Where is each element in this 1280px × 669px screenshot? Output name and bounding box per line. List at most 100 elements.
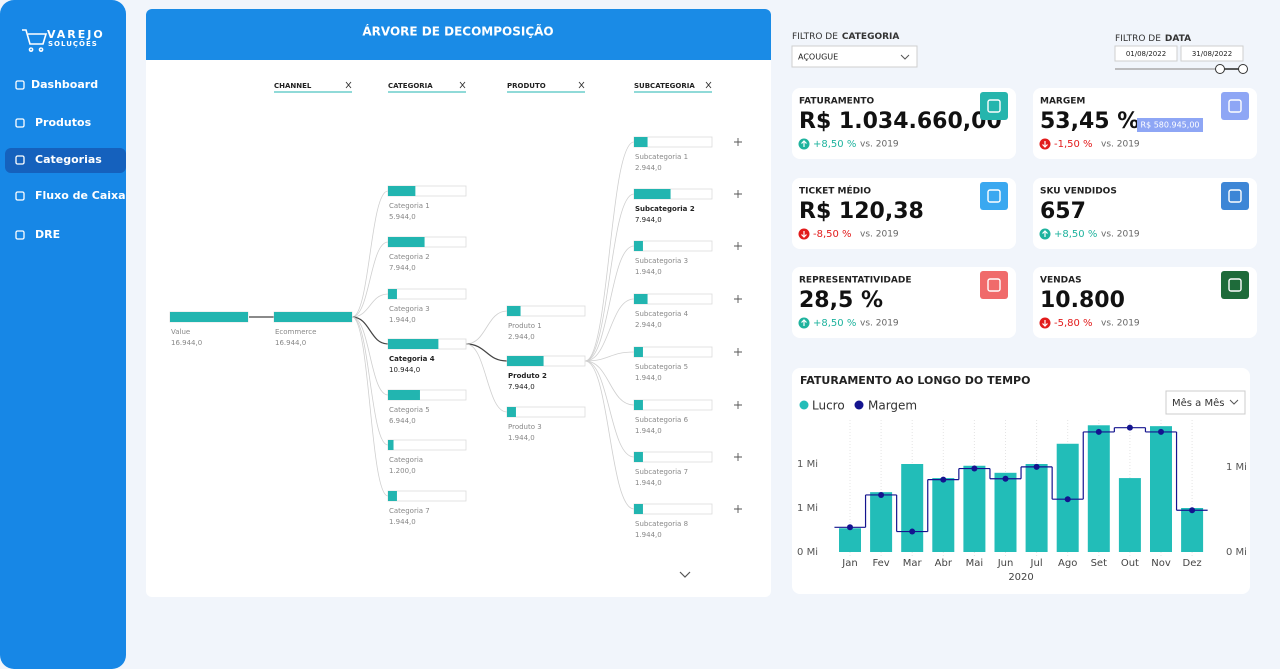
node-bar <box>170 312 248 322</box>
node-label: Categoria <box>389 456 423 464</box>
date-box[interactable] <box>1180 45 1244 62</box>
menu-link[interactable]: Produtos <box>35 116 92 129</box>
menu-link[interactable]: Dashboard <box>31 78 98 91</box>
column-close[interactable] <box>345 81 352 89</box>
node-label: Categoria 4 <box>389 355 435 363</box>
node-value: 1.944,0 <box>635 479 662 487</box>
node-value: 6.944,0 <box>389 417 416 425</box>
column-close[interactable] <box>578 81 585 89</box>
expand-plus[interactable] <box>734 348 742 356</box>
legend-label: Lucro <box>812 399 845 413</box>
date-box[interactable] <box>1114 45 1178 62</box>
x-tick-label: Out <box>1121 558 1139 569</box>
node-bar <box>274 312 352 322</box>
column-close[interactable] <box>705 81 712 89</box>
date-slider-handle[interactable] <box>1215 64 1225 74</box>
scroll-chevron[interactable] <box>679 571 691 578</box>
column-header: PRODUTO <box>507 82 546 90</box>
connector <box>351 293 389 318</box>
expand-plus[interactable] <box>734 242 742 250</box>
y2-tick-label: 1 Mi <box>1226 462 1247 473</box>
expand-plus[interactable] <box>734 138 742 146</box>
x-tick-label: Dez <box>1183 558 1202 569</box>
node-label: Subcategoria 7 <box>635 468 688 476</box>
tree-title: ÁRVORE DE DECOMPOSIÇÃO <box>362 24 553 39</box>
logo-cart <box>22 29 48 52</box>
menu-item: Produtos <box>35 116 92 129</box>
node-bar <box>388 390 420 400</box>
legend-label: Margem <box>868 399 917 413</box>
connector <box>584 360 635 510</box>
x-tick-label: Abr <box>935 558 953 569</box>
x-tick-label: Jan <box>841 558 857 569</box>
connector <box>584 360 635 406</box>
connector <box>465 343 508 362</box>
margin-point <box>1126 424 1133 431</box>
connector <box>584 193 635 362</box>
menu-icon <box>15 118 25 128</box>
node-label: Subcategoria 8 <box>635 520 688 528</box>
chart-dropdown-value: Mês a Mês <box>1172 397 1224 409</box>
kpi-comparison: vs. 2019 <box>860 319 899 329</box>
node-value: 10.944,0 <box>389 366 420 374</box>
kpi-badge-text: R$ 580.945,00 <box>1141 121 1200 130</box>
expand-plus[interactable] <box>734 505 742 513</box>
expand-plus[interactable] <box>734 453 742 461</box>
tree-panel <box>146 9 771 597</box>
node-value: 7.944,0 <box>635 216 662 224</box>
menu-link[interactable]: Fluxo de Caixa <box>35 189 126 202</box>
connector <box>351 316 389 345</box>
kpi-card <box>1033 178 1257 249</box>
node-value: 7.944,0 <box>389 264 416 272</box>
profit-bar <box>932 478 955 552</box>
kpi-change: +8,50 % <box>813 139 856 150</box>
category-dropdown[interactable] <box>791 45 918 68</box>
menu-item: Categorias <box>35 153 102 166</box>
kpi-icon-glyph <box>987 99 1001 113</box>
column-close[interactable] <box>459 81 466 89</box>
menu-link[interactable]: Categorias <box>35 153 102 166</box>
kpi-title: TICKET MÉDIO <box>799 185 871 197</box>
node-bar-track <box>387 439 467 451</box>
kpi-value: 28,5 % <box>799 288 883 313</box>
node-value: 5.944,0 <box>389 213 416 221</box>
node-label: Produto 1 <box>508 322 542 330</box>
node-bar <box>634 241 643 251</box>
date-value: 31/08/2022 <box>1192 50 1232 58</box>
connector <box>584 360 635 458</box>
dropdown-chevron <box>900 54 910 60</box>
chart-dropdown[interactable] <box>1165 390 1246 415</box>
kpi-comparison: vs. 2019 <box>1101 230 1140 240</box>
node-bar <box>634 137 648 147</box>
kpi-change: +8,50 % <box>1054 229 1097 240</box>
date-slider-handle[interactable] <box>1238 64 1248 74</box>
node-bar <box>388 289 397 299</box>
connector <box>351 241 389 318</box>
node-bar-track <box>633 503 713 515</box>
column-header: CATEGORIA <box>388 82 433 90</box>
connector <box>465 343 508 413</box>
connector <box>351 316 389 446</box>
kpi-badge <box>1137 118 1203 132</box>
node-bar-track <box>633 399 713 411</box>
node-bar <box>634 347 643 357</box>
kpi-icon-glyph <box>1228 278 1242 292</box>
node-label: Subcategoria 4 <box>635 310 689 318</box>
kpi-value: 53,45 % <box>1040 109 1139 134</box>
node-value: 2.944,0 <box>635 321 662 329</box>
logo-subtitle: SOLUÇÕES <box>48 39 98 48</box>
margin-point <box>940 476 947 483</box>
node-label: Subcategoria 6 <box>635 416 689 424</box>
kpi-icon-glyph <box>1228 189 1242 203</box>
menu-link[interactable]: DRE <box>35 228 60 241</box>
menu-item: Fluxo de Caixa <box>35 189 126 202</box>
kpi-change: -1,50 % <box>1054 139 1093 150</box>
expand-plus[interactable] <box>734 295 742 303</box>
chart-title: FATURAMENTO AO LONGO DO TEMPO <box>800 374 1030 387</box>
kpi-change: -5,80 % <box>1054 318 1093 329</box>
expand-plus[interactable] <box>734 401 742 409</box>
expand-plus[interactable] <box>734 190 742 198</box>
margin-point <box>1064 496 1071 503</box>
